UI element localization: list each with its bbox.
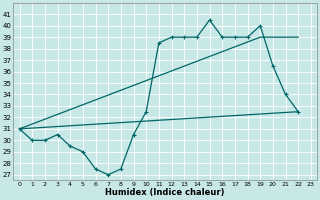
- X-axis label: Humidex (Indice chaleur): Humidex (Indice chaleur): [106, 188, 225, 197]
